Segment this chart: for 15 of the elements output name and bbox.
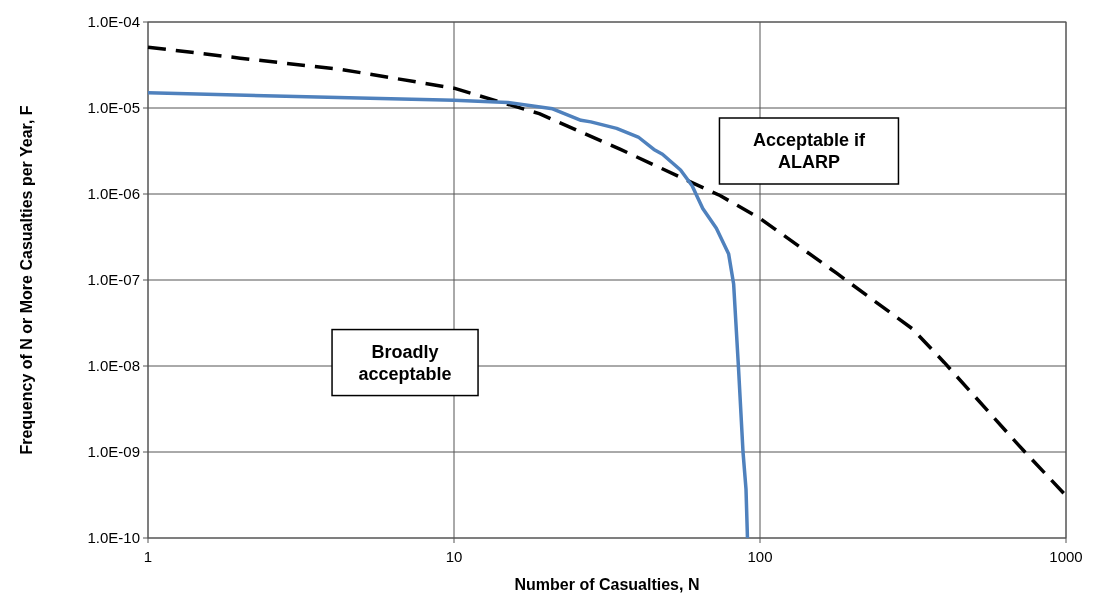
annotation: Broadly acceptable <box>358 341 452 384</box>
y-tick-label: 1.0E-09 <box>87 443 140 461</box>
annotation: Acceptable if ALARP <box>752 130 866 173</box>
y-tick-label: 1.0E-07 <box>87 271 140 289</box>
x-axis-title: Number of Casualties, N <box>514 576 700 593</box>
y-tick-label: 1.0E-08 <box>87 357 140 375</box>
x-tick-label: 10 <box>445 548 463 565</box>
y-tick-label: 1.0E-04 <box>87 13 140 31</box>
x-tick-label: 100 <box>747 548 773 565</box>
y-axis-title: Frequency of N or More Casualties per Year, F <box>18 105 35 455</box>
y-tick-label: 1.0E-05 <box>87 99 140 117</box>
x-tick-label: 1 <box>143 548 153 565</box>
y-tick-label: 1.0E-06 <box>87 185 140 203</box>
x-tick-label: 1000 <box>1049 548 1083 565</box>
y-tick-label: 1.0E-10 <box>87 529 140 547</box>
